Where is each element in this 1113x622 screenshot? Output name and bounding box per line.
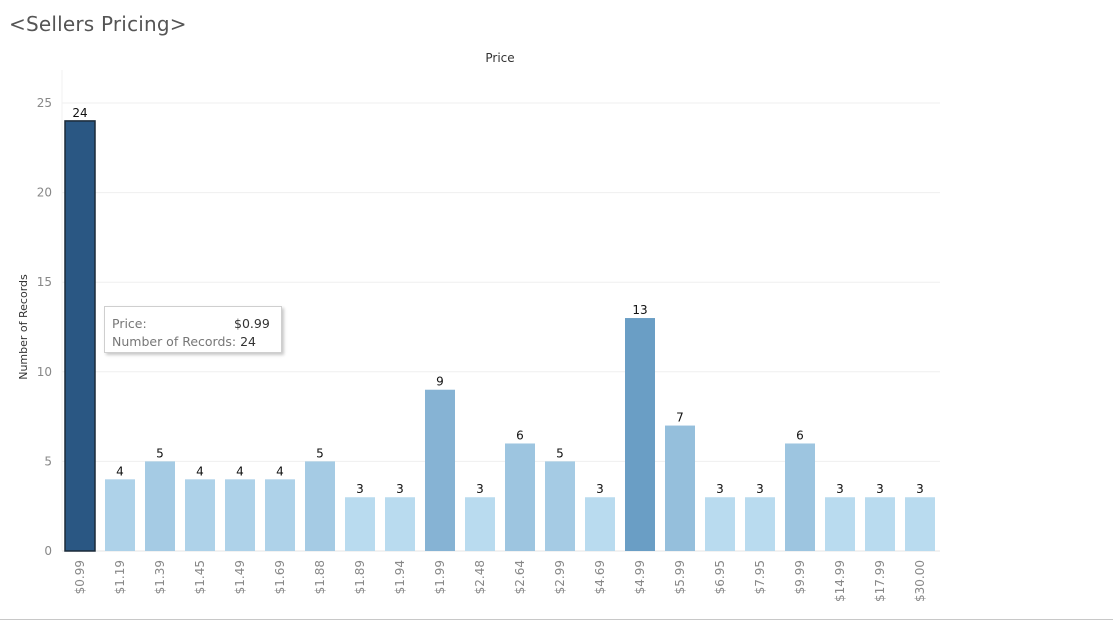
x-tick-label: $4.99 [633, 560, 647, 594]
tooltip-records-value: 24 [240, 334, 257, 349]
bar [545, 461, 575, 551]
tooltip-price-row: Price: [112, 316, 147, 331]
data-label: 3 [396, 482, 404, 496]
data-label: 5 [316, 446, 324, 460]
bar [785, 443, 815, 551]
x-tick-label: $1.99 [433, 560, 447, 594]
y-tick-label: 0 [44, 544, 52, 558]
data-label: 3 [476, 482, 484, 496]
bar [64, 120, 96, 552]
data-label: 24 [72, 106, 87, 120]
chart-title: Price [485, 51, 514, 65]
tooltip-records-row: Number of Records: 24 [112, 334, 256, 349]
y-tick-label: 25 [37, 96, 52, 110]
x-tick-label: $6.95 [713, 560, 727, 594]
data-label: 3 [716, 482, 724, 496]
x-tick-label: $2.48 [473, 560, 487, 594]
y-tick-label: 20 [37, 186, 52, 200]
bar [585, 497, 615, 551]
x-tick-label: $1.19 [113, 560, 127, 594]
x-tick-label: $1.49 [233, 560, 247, 594]
x-tick-label: $1.88 [313, 560, 327, 594]
data-label: 3 [876, 482, 884, 496]
data-label: 3 [916, 482, 924, 496]
bar [145, 461, 175, 551]
y-tick-label: 15 [37, 275, 52, 289]
data-label: 4 [236, 464, 244, 478]
bar [505, 443, 535, 551]
tooltip-price-value: $0.99 [234, 316, 270, 331]
y-tick-label: 5 [44, 454, 52, 468]
x-tick-label: $2.99 [553, 560, 567, 594]
bar [705, 497, 735, 551]
bar [665, 425, 695, 551]
bar [745, 497, 775, 551]
bar [265, 479, 295, 551]
bar [905, 497, 935, 551]
x-tick-label: $9.99 [793, 560, 807, 594]
data-label: 6 [796, 428, 804, 442]
x-tick-label: $7.95 [753, 560, 767, 594]
data-label: 4 [276, 464, 284, 478]
x-tick-label: $1.89 [353, 560, 367, 594]
bar [185, 479, 215, 551]
bottom-divider [0, 619, 1113, 620]
bar [865, 497, 895, 551]
bar [225, 479, 255, 551]
tooltip-records-label: Number of Records: [112, 334, 237, 349]
x-tick-label: $0.99 [73, 560, 87, 594]
x-tick-label: $30.00 [913, 560, 927, 602]
x-tick-label: $1.69 [273, 560, 287, 594]
sheet-title: <Sellers Pricing> [9, 12, 187, 36]
data-label: 3 [756, 482, 764, 496]
bar [625, 318, 655, 551]
bar [105, 479, 135, 551]
x-tick-label: $4.69 [593, 560, 607, 594]
data-label: 9 [436, 375, 444, 389]
data-label: 4 [116, 464, 124, 478]
data-label: 5 [156, 446, 164, 460]
data-label: 3 [836, 482, 844, 496]
data-label: 5 [556, 446, 564, 460]
x-tick-label: $14.99 [833, 560, 847, 602]
data-label: 6 [516, 428, 524, 442]
bar [385, 497, 415, 551]
bar [465, 497, 495, 551]
x-tick-label: $17.99 [873, 560, 887, 602]
y-axis-label: Number of Records [17, 274, 30, 380]
x-tick-label: $5.99 [673, 560, 687, 594]
bar-tooltip: Price: $0.99 Number of Records: 24 [104, 306, 282, 353]
bar [305, 461, 335, 551]
bar [825, 497, 855, 551]
x-tick-label: $1.39 [153, 560, 167, 594]
data-label: 3 [596, 482, 604, 496]
data-label: 3 [356, 482, 364, 496]
data-label: 4 [196, 464, 204, 478]
x-tick-label: $1.94 [393, 560, 407, 594]
bar [425, 389, 455, 551]
data-label: 13 [632, 303, 647, 317]
x-tick-label: $1.45 [193, 560, 207, 594]
y-tick-label: 10 [37, 365, 52, 379]
tooltip-price-label: Price: [112, 316, 147, 331]
data-label: 7 [676, 411, 684, 425]
x-tick-label: $2.64 [513, 560, 527, 594]
bar [345, 497, 375, 551]
